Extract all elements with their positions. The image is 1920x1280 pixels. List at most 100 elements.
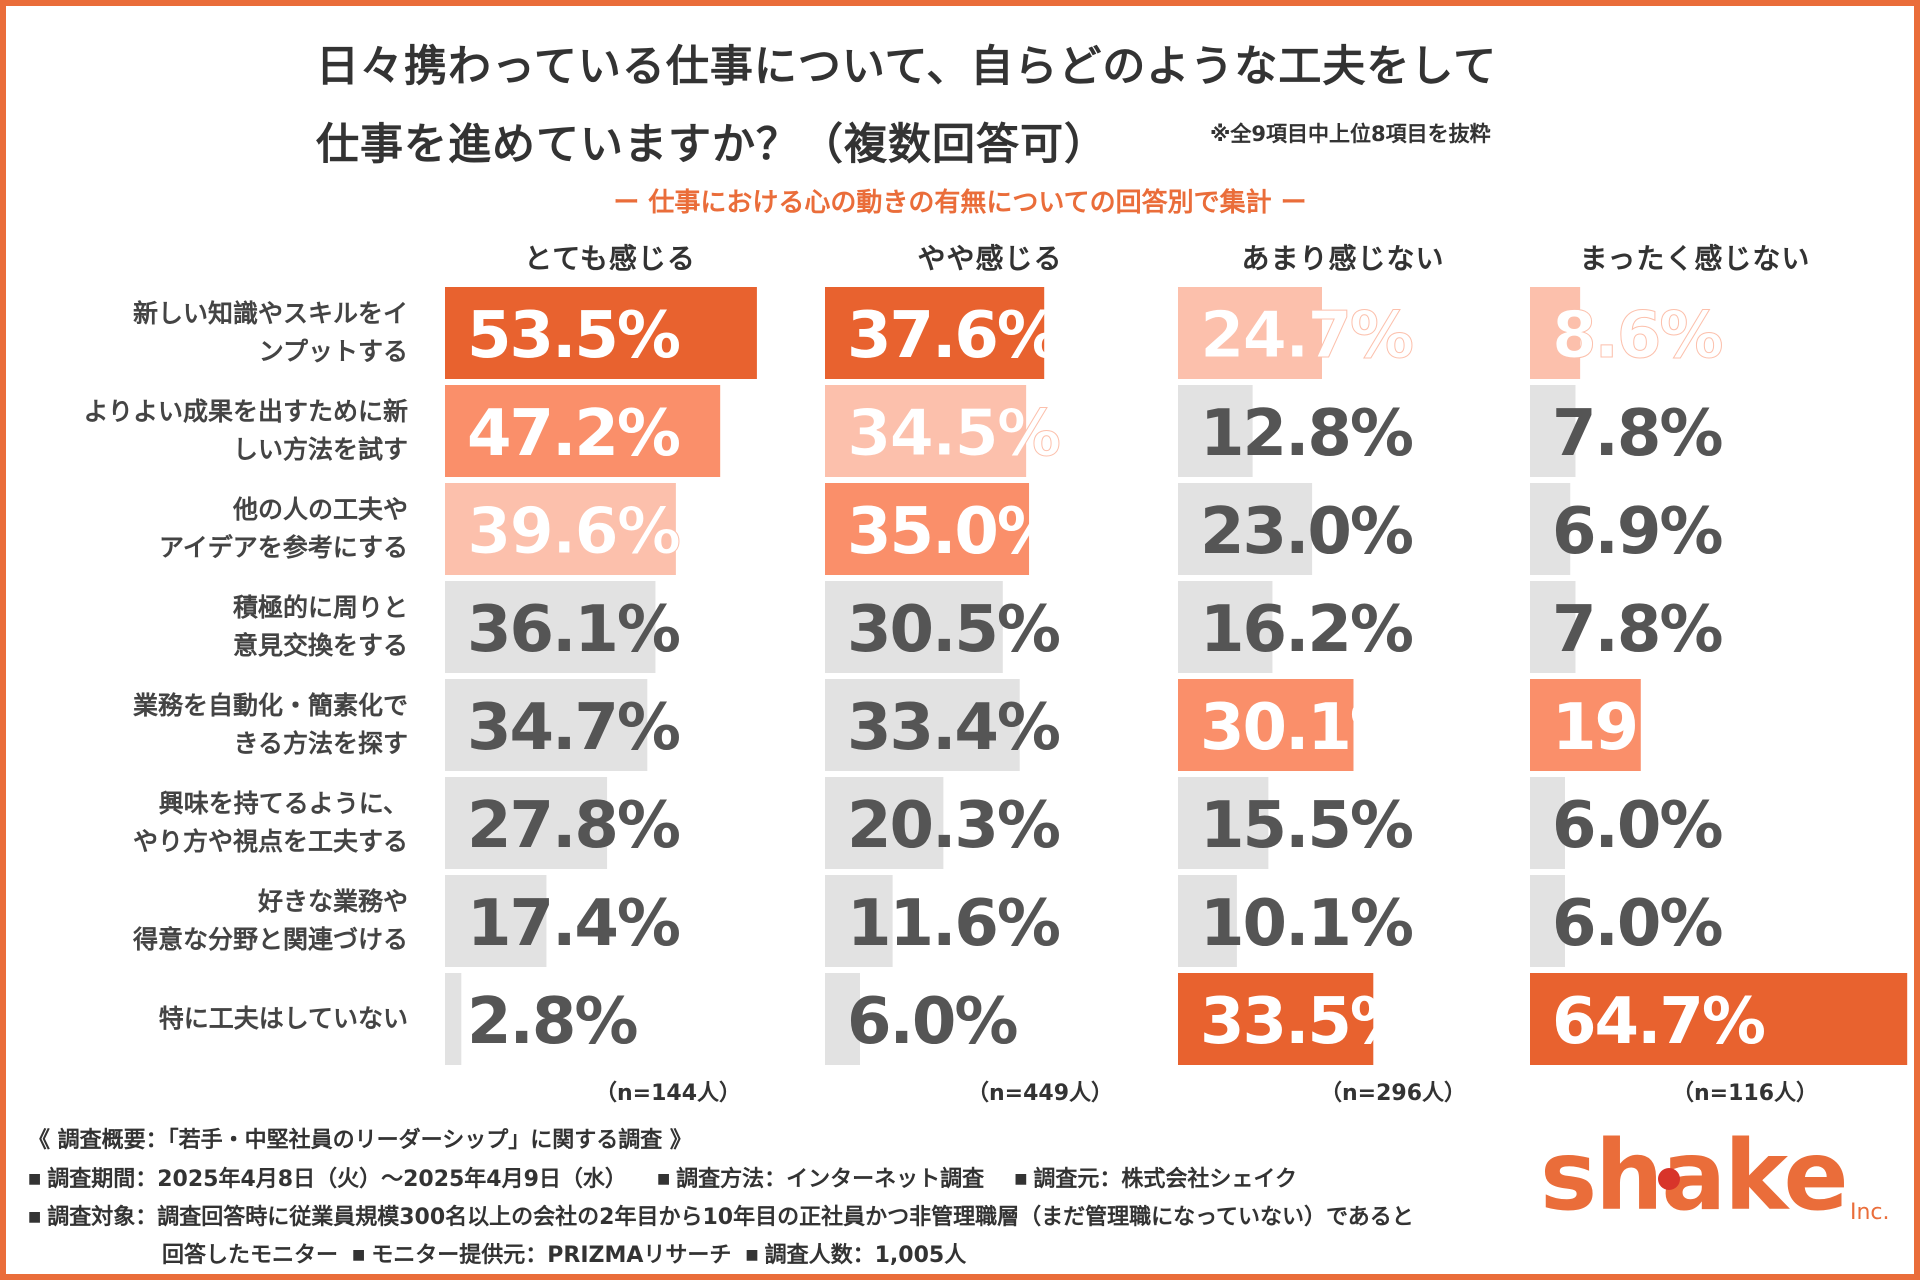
data-label: 7.8% (1552, 593, 1722, 667)
bar (1178, 875, 1237, 967)
n-label-totemo: （n=144人） (594, 1081, 742, 1106)
data-label: 6.0% (1552, 789, 1722, 863)
bar (1530, 875, 1565, 967)
data-label: 16.2% (1200, 593, 1413, 667)
data-label: 6.9% (1552, 495, 1722, 569)
row-label-line: 他の人の工夫や (232, 495, 408, 524)
footer-overview: 《 調査概要：「若手・中堅社員のリーダーシップ」に関する調査 》 (28, 1128, 692, 1153)
data-label: 30.1% (1200, 691, 1413, 765)
bar (1530, 679, 1641, 771)
chart-title-line-2: 仕事を進めていますか？（複数回答可） (316, 120, 1108, 170)
row-label-line: よりよい成果を出すために新 (83, 397, 408, 426)
footer-target: 調査対象：調査回答時に従業員規模300名以上の会社の2年目から10年目の正社員か… (47, 1205, 1414, 1230)
data-label: 19.0% (1552, 691, 1765, 765)
bullet-icon: ■ (352, 1247, 366, 1263)
footer-provider: モニター提供元：PRIZMAリサーチ (371, 1243, 732, 1268)
n-label-mattaku: （n=116人） (1671, 1081, 1819, 1106)
bar (1530, 385, 1576, 477)
data-label: 10.1% (1200, 887, 1413, 961)
bar (825, 679, 1020, 771)
data-label: 6.0% (1552, 887, 1722, 961)
column-header-amari: あまり感じない (1241, 242, 1445, 275)
data-label: 35.0% (847, 495, 1060, 569)
data-label: 39.6% (467, 495, 680, 569)
footer-period: 調査期間：2025年4月8日（火）～2025年4月9日（水） (47, 1167, 627, 1192)
row-label: 業務を自動化・簡素化で きる方法を探す (30, 679, 408, 771)
row-label-line: 積極的に周りと (232, 593, 408, 622)
bar (445, 483, 676, 575)
data-label: 37.6% (847, 299, 1060, 373)
bar (445, 385, 721, 477)
data-label: 17.4% (467, 887, 680, 961)
bar (1530, 973, 1908, 1065)
bar (1530, 483, 1571, 575)
footer-line-2: ■ 調査期間：2025年4月8日（火）～2025年4月9日（水） ■ 調査方法：インタ… (28, 1161, 1297, 1193)
row-label-line: アイデアを参考にする (158, 533, 408, 562)
row-label: 積極的に周りと 意見交換をする (30, 581, 408, 673)
row-label-line: 特に工夫はしていない (158, 1004, 408, 1033)
data-label: 34.5% (847, 397, 1060, 471)
row-label-line: 業務を自動化・簡素化で (132, 691, 408, 720)
row-label-line: ンプットする (258, 337, 408, 366)
bullet-icon: ■ (28, 1171, 42, 1187)
row-label-line: やり方や視点を工夫する (132, 827, 408, 856)
row-label: 好きな業務や 得意な分野と関連づける (30, 875, 408, 967)
footer-source: 調査元：株式会社シェイク (1033, 1167, 1297, 1192)
bar (1530, 777, 1565, 869)
data-label: 20.3% (847, 789, 1060, 863)
n-label-yaya: （n=449人） (966, 1081, 1114, 1106)
logo-inc: Inc. (1850, 1200, 1890, 1225)
row-label: 新しい知識やスキルをインプットする (30, 287, 408, 379)
data-label: 24.7% (1200, 299, 1413, 373)
bar (445, 777, 608, 869)
bullet-icon: ■ (28, 1209, 42, 1225)
bar (445, 287, 757, 379)
bullet-icon: ■ (745, 1247, 759, 1263)
data-label: 7.8% (1552, 397, 1722, 471)
data-label: 34.7% (467, 691, 680, 765)
bar (1178, 973, 1374, 1065)
row-label: 他の人の工夫やアイデアを参考にする (30, 483, 408, 575)
bar (825, 483, 1030, 575)
footer-line-4: 回答したモニター ■ モニター提供元：PRIZMAリサーチ ■ 調査人数：1,005人 (162, 1237, 966, 1269)
footer-line-3: ■ 調査対象：調査回答時に従業員規模300名以上の会社の2年目から10年目の正社員… (28, 1199, 1414, 1231)
bar (825, 875, 893, 967)
bar (825, 581, 1003, 673)
row-label: 興味を持てるように、やり方や視点を工夫する (30, 777, 408, 869)
bar (825, 385, 1027, 477)
row-label-line: 得意な分野と関連づける (132, 925, 408, 954)
title-note: ※全9項目中上位8項目を抜粋 (1210, 122, 1491, 146)
data-label: 27.8% (467, 789, 680, 863)
data-label: 15.5% (1200, 789, 1413, 863)
data-label: 8.6% (1552, 299, 1722, 373)
row-label: 特に工夫はしていない (30, 973, 408, 1065)
bullet-icon: ■ (1014, 1171, 1028, 1187)
column-header-yaya: やや感じる (917, 242, 1063, 275)
bar (1530, 581, 1576, 673)
bar (1178, 287, 1323, 379)
footer-target-cont: 回答したモニター (162, 1243, 339, 1268)
row-label-line: 新しい知識やスキルをイ (132, 299, 408, 328)
data-label: 33.5% (1200, 985, 1413, 1059)
n-label-amari: （n=296人） (1319, 1081, 1467, 1106)
bar (1178, 777, 1269, 869)
data-label: 23.0% (1200, 495, 1413, 569)
data-label: 2.8% (467, 985, 637, 1059)
data-label: 33.4% (847, 691, 1060, 765)
row-label-line: しい方法を試す (232, 435, 408, 464)
bar (1178, 385, 1253, 477)
bar (825, 973, 860, 1065)
row-label-line: 意見交換をする (232, 631, 408, 660)
bullet-icon: ■ (656, 1171, 671, 1187)
bar (825, 777, 944, 869)
column-header-totemo: とても感じる (524, 242, 696, 275)
data-label: 47.2% (467, 397, 680, 471)
bar (1530, 287, 1581, 379)
bar (445, 973, 462, 1065)
bar (1178, 483, 1313, 575)
bar (1178, 679, 1354, 771)
row-label: よりよい成果を出すために新しい方法を試す (30, 385, 408, 477)
row-label-line: 興味を持てるように、 (158, 789, 408, 818)
bar (1178, 581, 1273, 673)
